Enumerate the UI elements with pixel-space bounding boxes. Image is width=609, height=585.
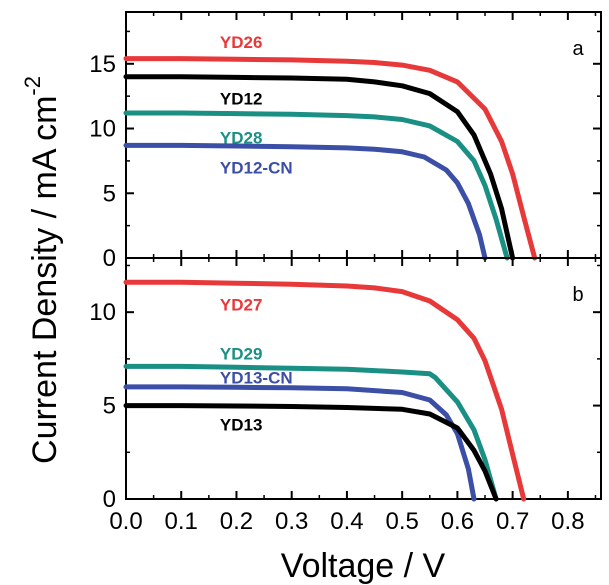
series-line-yd13	[123, 403, 499, 502]
series-line-yd27	[123, 279, 527, 502]
series-line-yd13-cn	[123, 384, 477, 502]
series-label-yd12: YD12	[220, 90, 263, 109]
panel-a-y-tick-label-5: 5	[103, 180, 116, 207]
series-line-yd12	[123, 74, 516, 261]
panel-b-frame	[125, 257, 602, 500]
series-label-yd13: YD13	[220, 415, 263, 434]
y-axis-title-main: Current Density / mA cm	[26, 96, 64, 464]
series-label-yd29: YD29	[220, 344, 263, 363]
x-tick-label-0.2: 0.2	[220, 508, 253, 535]
series-line-yd12-cn	[123, 142, 488, 261]
series-label-yd13-cn: YD13-CN	[220, 369, 293, 388]
panel-b-letter: b	[572, 284, 583, 306]
series-line-yd28	[123, 110, 510, 261]
x-tick-label-0.4: 0.4	[330, 508, 363, 535]
panel-b-y-tick-label-0: 0	[103, 486, 116, 513]
panel-a-plot-area: 0 5 10 15 YD26 YD12 YD28 YD12-CN	[89, 12, 601, 272]
series-label-yd27: YD27	[220, 296, 263, 315]
x-tick-label-0.5: 0.5	[385, 508, 418, 535]
panel-a-y-tick-label-10: 10	[89, 116, 116, 143]
panel-b-y-tick-label-5: 5	[103, 393, 116, 420]
series-label-yd26: YD26	[220, 33, 263, 52]
x-tick-label-0.6: 0.6	[441, 508, 474, 535]
x-tick-label-0.3: 0.3	[275, 508, 308, 535]
x-tick-label-0.7: 0.7	[496, 508, 529, 535]
series-line-yd29	[123, 363, 499, 502]
panel-b-plot-area: 0 5 10 0.0 0.1 0.2 0.3 0.4 0.5 0.6 0.7 0.8 YD27 YD29 Y…	[89, 258, 601, 535]
y-axis-title-superscript: -2	[20, 76, 45, 96]
series-label-yd12-cn: YD12-CN	[220, 158, 293, 177]
panel-b-y-tick-label-10: 10	[89, 299, 116, 326]
series-line-yd26	[123, 56, 538, 261]
panel-a-frame	[125, 11, 602, 259]
x-tick-label-0.8: 0.8	[551, 508, 584, 535]
x-tick-label-0.1: 0.1	[165, 508, 198, 535]
x-tick-label-0.0: 0.0	[109, 508, 142, 535]
x-axis-title: Voltage / V	[281, 547, 446, 585]
panel-a-letter: a	[572, 38, 584, 60]
series-label-yd28: YD28	[220, 129, 263, 148]
panel-a-y-tick-label-15: 15	[89, 51, 116, 78]
panel-b: 0 5 10 0.0 0.1 0.2 0.3 0.4 0.5 0.6 0.7 0.8 YD27 YD29 Y…	[89, 257, 602, 535]
panel-a-y-tick-label-0: 0	[103, 245, 116, 272]
panel-a: 0 5 10 15 YD26 YD12 YD28 YD12-CN a	[89, 11, 602, 272]
y-axis-title: Current Density / mA cm-2	[20, 76, 64, 464]
